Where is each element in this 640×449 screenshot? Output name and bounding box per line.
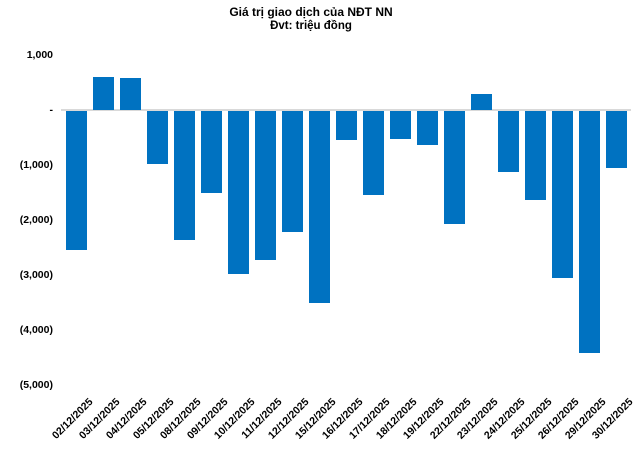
x-axis-zero-line: [61, 109, 631, 111]
y-axis-tick-label: (1,000): [19, 159, 53, 171]
bar-17/12/2025: [362, 111, 385, 196]
bar-11/12/2025: [254, 111, 277, 260]
bar-25/12/2025: [524, 111, 547, 201]
bar-03/12/2025: [92, 77, 115, 110]
bar-09/12/2025: [200, 111, 223, 193]
bar-19/12/2025: [416, 111, 439, 146]
bar-08/12/2025: [173, 111, 196, 241]
y-axis-tick-label: -: [49, 104, 54, 116]
y-axis-tick-label: (3,000): [19, 269, 53, 281]
bar-24/12/2025: [497, 111, 520, 173]
y-axis-tick-label: (5,000): [19, 379, 53, 391]
bar-15/12/2025: [308, 111, 331, 303]
bar-29/12/2025: [578, 111, 601, 353]
bar-18/12/2025: [389, 111, 412, 140]
bar-23/12/2025: [470, 94, 493, 110]
bar-16/12/2025: [335, 111, 358, 141]
y-axis-tick-label: 1,000: [26, 49, 53, 61]
chart-subtitle: Đvt: triệu đồng: [270, 20, 352, 32]
bar-04/12/2025: [119, 78, 142, 110]
bar-30/12/2025: [605, 111, 628, 168]
chart-title: Giá trị giao dịch của NĐT NN: [229, 5, 393, 19]
bar-05/12/2025: [146, 111, 169, 164]
y-axis-tick-label: (2,000): [19, 214, 53, 226]
bar-22/12/2025: [443, 111, 466, 224]
bar-12/12/2025: [281, 111, 304, 232]
bar-26/12/2025: [551, 111, 574, 278]
bar-02/12/2025: [65, 111, 88, 250]
bar-10/12/2025: [227, 111, 250, 275]
y-axis-tick-label: (4,000): [19, 324, 53, 336]
